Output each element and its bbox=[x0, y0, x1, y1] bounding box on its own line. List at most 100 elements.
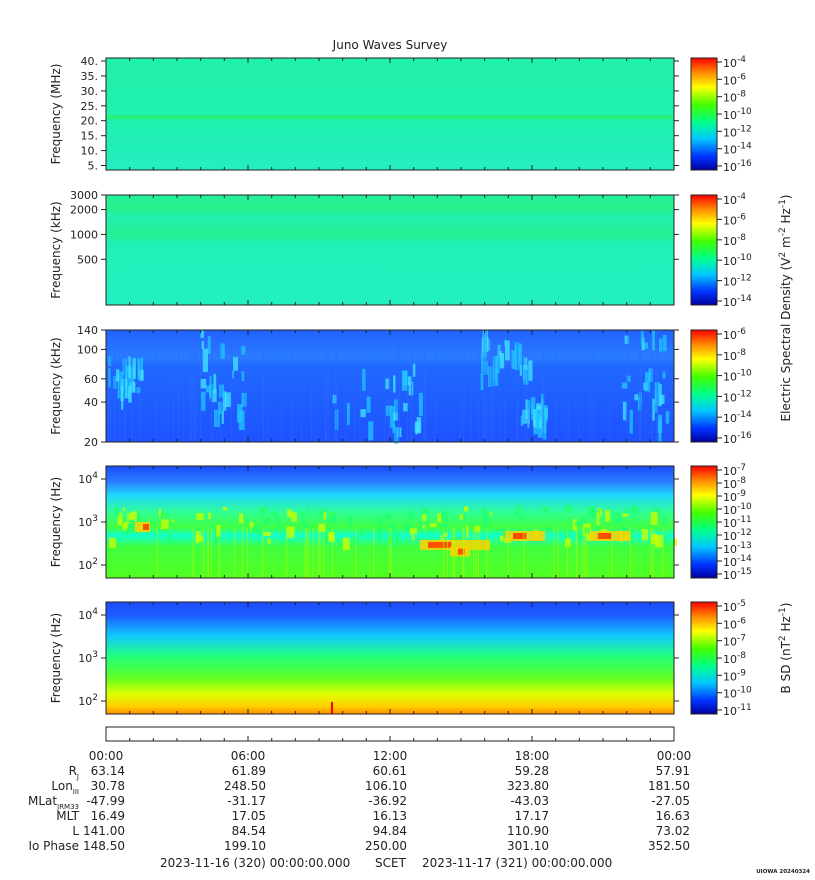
ephemeris-value: 148.50 bbox=[83, 839, 125, 853]
emission-streak bbox=[209, 384, 213, 399]
emission-patch bbox=[655, 535, 663, 548]
emission-patch bbox=[216, 524, 221, 537]
hot-core bbox=[598, 533, 612, 539]
ephemeris-value: 16.13 bbox=[373, 809, 407, 823]
emission-patch bbox=[378, 526, 382, 540]
emission-patch bbox=[572, 519, 577, 531]
panel-4: 102 103 104 Frequency (Hz) bbox=[49, 465, 679, 579]
emission-patch bbox=[545, 527, 554, 531]
stamp: UIOWA 20240324 bbox=[756, 869, 810, 875]
texture-line bbox=[190, 330, 192, 442]
time-axis: 00:00 06:00 12:00 18:00 00:00 bbox=[89, 736, 691, 763]
texture-line bbox=[524, 330, 526, 442]
electric-colorbar-title: Electric Spectral Density (V2​ m-2​ Hz-1… bbox=[778, 194, 793, 421]
texture-line bbox=[567, 330, 569, 442]
emission-patch bbox=[443, 523, 449, 532]
texture-line bbox=[483, 330, 485, 442]
ephemeris-value: 61.89 bbox=[232, 764, 266, 778]
colorbar-tick-label: 10-11 bbox=[723, 515, 752, 530]
emission-patch bbox=[474, 526, 481, 532]
texture-line bbox=[489, 330, 491, 442]
ephemeris-value: 301.10 bbox=[507, 839, 549, 853]
ephemeris-value: 63.14 bbox=[91, 764, 125, 778]
texture-line bbox=[211, 330, 213, 442]
emission-streak bbox=[505, 340, 510, 361]
emission-patch bbox=[347, 515, 353, 526]
emission-streak bbox=[241, 392, 247, 407]
emission-patch bbox=[208, 512, 211, 520]
emission-patch bbox=[490, 512, 493, 516]
texture-line bbox=[308, 527, 310, 578]
emission-patch bbox=[306, 509, 310, 515]
emission-patch bbox=[267, 538, 271, 544]
emission-streak bbox=[108, 356, 112, 367]
spectrogram-panels: 5. 10. 15. 20. 25. 30. 35. 40. Frequency (MHz) 50… bbox=[49, 55, 679, 715]
texture-line bbox=[443, 527, 445, 578]
texture-line bbox=[527, 330, 529, 442]
emission-patch bbox=[160, 519, 169, 530]
ephemeris-value: -31.17 bbox=[227, 794, 266, 808]
emission-streak bbox=[634, 394, 639, 401]
texture-line bbox=[119, 330, 121, 442]
texture-line bbox=[662, 527, 664, 578]
texture-line bbox=[234, 527, 236, 578]
emission-streak bbox=[544, 405, 548, 421]
emission-patch bbox=[517, 505, 522, 516]
emission-patch bbox=[250, 527, 256, 533]
texture-line bbox=[463, 527, 465, 578]
hot-core bbox=[143, 524, 149, 530]
texture-line bbox=[494, 330, 496, 442]
emission-streak bbox=[385, 378, 390, 390]
emission-patch bbox=[127, 513, 133, 524]
texture-line bbox=[656, 330, 658, 442]
colorbar-tick-label: 10-14 bbox=[723, 142, 752, 157]
footer-end: 2023-11-17 (321) 00:00:00.000 bbox=[422, 856, 612, 870]
emission-streak bbox=[522, 409, 526, 424]
texture-line bbox=[629, 527, 631, 578]
emission-streak bbox=[640, 331, 644, 345]
colorbar-tick-label: 10-11 bbox=[723, 703, 752, 718]
emission-streak bbox=[535, 413, 538, 435]
emission-patch bbox=[359, 530, 366, 536]
emission-streak bbox=[622, 401, 627, 421]
emission-streak bbox=[139, 370, 144, 381]
hot-band bbox=[135, 522, 150, 532]
texture-line bbox=[627, 330, 629, 442]
emission-streak bbox=[532, 409, 538, 428]
emission-patch bbox=[422, 525, 425, 530]
texture-line bbox=[167, 330, 169, 442]
emission-patch bbox=[287, 509, 292, 518]
ephemeris-value: 30.78 bbox=[91, 779, 125, 793]
texture-line bbox=[317, 527, 319, 578]
colorbar-tick-label: 10-9 bbox=[723, 668, 746, 683]
colorbar-tick-label: 10-8 bbox=[723, 476, 746, 491]
colorbar-tick-label: 10-7 bbox=[723, 463, 746, 478]
emission-patch bbox=[128, 520, 135, 530]
y-tick-label: 104 bbox=[78, 607, 98, 622]
emission-streak bbox=[128, 386, 132, 403]
colorbar-tick-label: 10-14 bbox=[723, 554, 752, 569]
emission-patch bbox=[518, 516, 526, 520]
emission-streak bbox=[232, 370, 235, 379]
texture-line bbox=[336, 330, 338, 442]
y-axis-label: Frequency (MHz) bbox=[49, 64, 63, 165]
emission-streak bbox=[403, 403, 409, 412]
emission-patch bbox=[250, 521, 254, 533]
emission-patch bbox=[323, 512, 327, 520]
emission-streak bbox=[116, 369, 120, 382]
ephemeris-value: 60.61 bbox=[373, 764, 407, 778]
emission-streak bbox=[117, 375, 121, 399]
emission-streak bbox=[368, 421, 374, 441]
texture-line bbox=[424, 330, 425, 442]
emission-patch bbox=[259, 506, 267, 514]
colorbar-tick-label: 10-10 bbox=[723, 369, 752, 384]
colorbar-tick-label: 10-10 bbox=[723, 502, 752, 517]
y-tick-label: 1000 bbox=[70, 228, 98, 241]
emission-patch bbox=[411, 535, 415, 541]
emission-patch bbox=[213, 529, 219, 543]
emission-patch bbox=[664, 532, 668, 546]
texture-line bbox=[301, 330, 303, 442]
emission-patch bbox=[256, 524, 261, 535]
y-axis-label: Frequency (Hz) bbox=[49, 613, 63, 704]
panel-1-spectrogram bbox=[106, 58, 674, 170]
